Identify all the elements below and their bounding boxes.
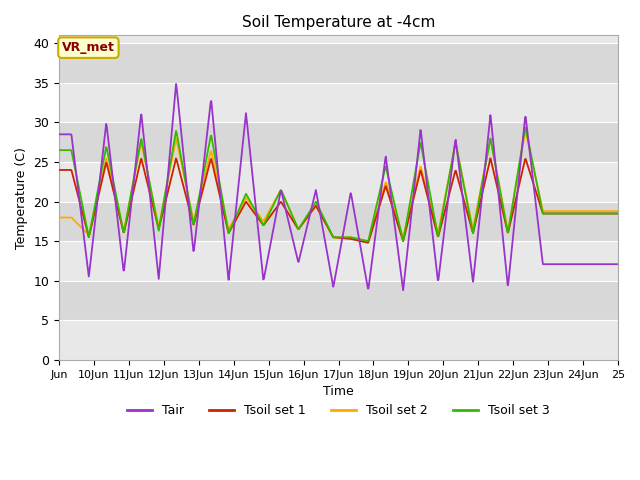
Text: VR_met: VR_met [62, 41, 115, 54]
Bar [59, 281, 618, 321]
Bar [59, 202, 618, 241]
Bar [59, 162, 618, 202]
Bar [59, 241, 618, 281]
Title: Soil Temperature at -4cm: Soil Temperature at -4cm [242, 15, 435, 30]
Y-axis label: Temperature (C): Temperature (C) [15, 147, 28, 249]
Bar [59, 43, 618, 83]
Bar [59, 83, 618, 122]
X-axis label: Time: Time [323, 385, 354, 398]
Bar [59, 122, 618, 162]
Bar [59, 321, 618, 360]
Legend: Tair, Tsoil set 1, Tsoil set 2, Tsoil set 3: Tair, Tsoil set 1, Tsoil set 2, Tsoil se… [122, 399, 555, 422]
